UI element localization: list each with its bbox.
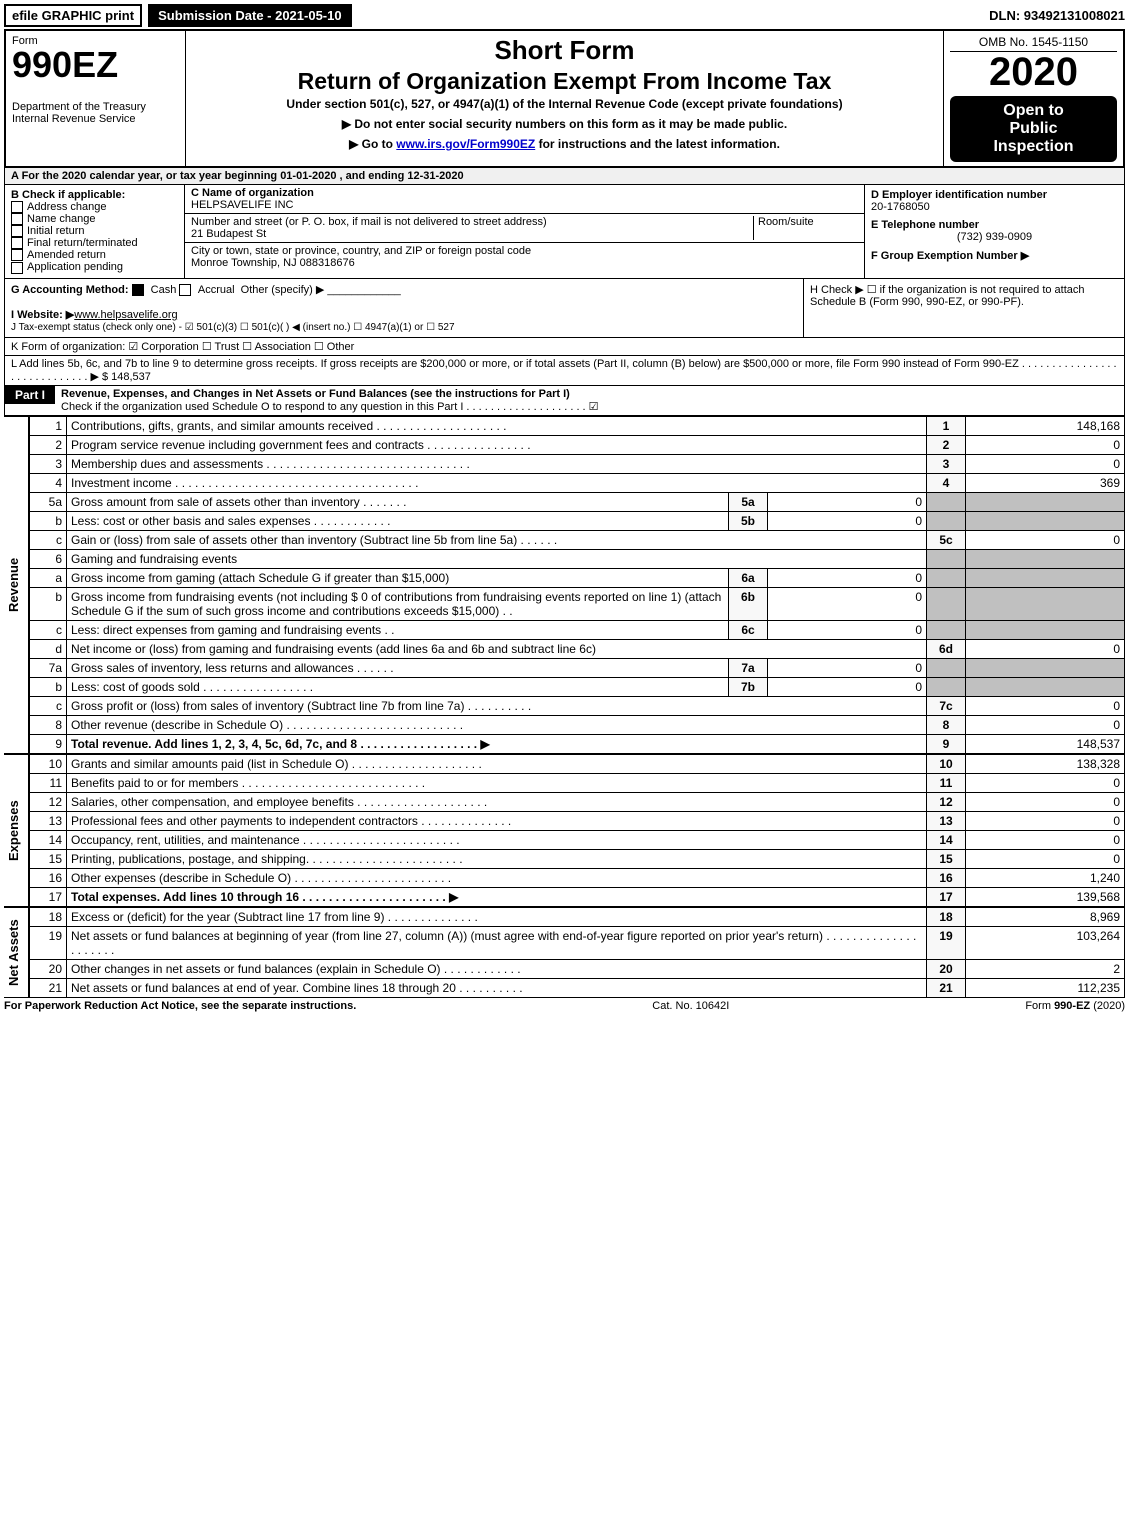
checkbox-final-return[interactable]: Final return/terminated: [11, 237, 178, 249]
checkbox-cash[interactable]: [132, 284, 144, 296]
irs-link[interactable]: www.irs.gov/Form990EZ: [396, 137, 535, 151]
org-name: HELPSAVELIFE INC: [191, 199, 858, 211]
c-name-label: C Name of organization: [191, 187, 858, 199]
amt-11: 0: [966, 773, 1125, 792]
section-def: D Employer identification number 20-1768…: [864, 185, 1124, 278]
part1-label: Part I: [5, 386, 55, 404]
short-form-title: Short Form: [192, 35, 937, 66]
amt-1: 148,168: [966, 416, 1125, 435]
amt-15: 0: [966, 849, 1125, 868]
form-header: Form 990EZ Department of the Treasury In…: [4, 29, 1125, 168]
header-center: Short Form Return of Organization Exempt…: [186, 31, 943, 166]
inspect2: Public: [954, 120, 1113, 138]
row-gh: G Accounting Method: Cash Accrual Other …: [4, 279, 1125, 338]
net-assets-section: Net Assets 18Excess or (deficit) for the…: [4, 907, 1125, 998]
net-assets-sidebar: Net Assets: [4, 907, 29, 998]
expenses-table: 10Grants and similar amounts paid (list …: [29, 754, 1125, 907]
checkbox-initial-return[interactable]: Initial return: [11, 225, 178, 237]
checkbox-application-pending[interactable]: Application pending: [11, 261, 178, 273]
footer-left: For Paperwork Reduction Act Notice, see …: [4, 1000, 356, 1012]
goto-post: for instructions and the latest informat…: [535, 137, 780, 151]
amt-16: 1,240: [966, 868, 1125, 887]
inspect1: Open to: [954, 102, 1113, 120]
amt-2: 0: [966, 435, 1125, 454]
e-tel-label: E Telephone number: [871, 219, 1118, 231]
j-tax-exempt: J Tax-exempt status (check only one) - ☑…: [11, 322, 455, 333]
checkbox-address-change[interactable]: Address change: [11, 201, 178, 213]
irs-label: Internal Revenue Service: [12, 113, 179, 125]
amt-6d: 0: [966, 639, 1125, 658]
footer-center: Cat. No. 10642I: [652, 1000, 729, 1012]
amt-5c: 0: [966, 530, 1125, 549]
g-other: Other (specify) ▶: [241, 284, 325, 296]
amt-8: 0: [966, 715, 1125, 734]
part1-check-line: Check if the organization used Schedule …: [61, 401, 599, 413]
section-c: C Name of organization HELPSAVELIFE INC …: [185, 185, 864, 278]
amt-12: 0: [966, 792, 1125, 811]
org-city: Monroe Township, NJ 088318676: [191, 257, 858, 269]
row-l: L Add lines 5b, 6c, and 7b to line 9 to …: [4, 356, 1125, 386]
goto-line: ▶ Go to www.irs.gov/Form990EZ for instru…: [192, 137, 937, 151]
amt-4: 369: [966, 473, 1125, 492]
header-left: Form 990EZ Department of the Treasury In…: [6, 31, 186, 166]
revenue-table: 1Contributions, gifts, grants, and simil…: [29, 416, 1125, 754]
expenses-section: Expenses 10Grants and similar amounts pa…: [4, 754, 1125, 907]
g-label: G Accounting Method:: [11, 284, 129, 296]
h-check: H Check ▶ ☐ if the organization is not r…: [804, 279, 1124, 337]
footer: For Paperwork Reduction Act Notice, see …: [4, 998, 1125, 1014]
amt-14: 0: [966, 830, 1125, 849]
amt-21: 112,235: [966, 978, 1125, 997]
footer-right: Form 990-EZ (2020): [1025, 1000, 1125, 1012]
efile-print-button[interactable]: efile GRAPHIC print: [4, 4, 142, 27]
amt-3: 0: [966, 454, 1125, 473]
i-label: I Website: ▶: [11, 309, 74, 321]
form-number: 990EZ: [12, 47, 179, 83]
room-suite-label: Room/suite: [753, 216, 858, 240]
goto-pre: ▶ Go to: [349, 137, 396, 151]
net-assets-table: 18Excess or (deficit) for the year (Subt…: [29, 907, 1125, 998]
amt-9: 148,537: [966, 734, 1125, 753]
revenue-sidebar: Revenue: [4, 416, 29, 754]
section-b: B Check if applicable: Address change Na…: [5, 185, 185, 278]
dept-treasury: Department of the Treasury: [12, 101, 179, 113]
org-street: 21 Budapest St: [191, 228, 753, 240]
tax-year: 2020: [950, 52, 1117, 92]
section-b-title: B Check if applicable:: [11, 189, 178, 201]
website-link[interactable]: www.helpsavelife.org: [74, 309, 177, 321]
return-title: Return of Organization Exempt From Incom…: [192, 68, 937, 95]
checkbox-name-change[interactable]: Name change: [11, 213, 178, 225]
amt-10: 138,328: [966, 754, 1125, 773]
d-ein-label: D Employer identification number: [871, 189, 1118, 201]
row-k: K Form of organization: ☑ Corporation ☐ …: [4, 338, 1125, 356]
checkbox-accrual[interactable]: [179, 284, 191, 296]
revenue-section: Revenue 1Contributions, gifts, grants, a…: [4, 416, 1125, 754]
telephone: (732) 939-0909: [871, 231, 1118, 243]
amt-17: 139,568: [966, 887, 1125, 906]
open-to-public-box: Open to Public Inspection: [950, 96, 1117, 162]
amt-20: 2: [966, 959, 1125, 978]
part1-row: Part I Revenue, Expenses, and Changes in…: [4, 386, 1125, 416]
g-accrual: Accrual: [198, 284, 235, 296]
amt-7c: 0: [966, 696, 1125, 715]
c-addr-label: Number and street (or P. O. box, if mail…: [191, 216, 753, 228]
ein: 20-1768050: [871, 201, 1118, 213]
line-a-tax-year: A For the 2020 calendar year, or tax yea…: [4, 168, 1125, 185]
amt-13: 0: [966, 811, 1125, 830]
dln: DLN: 93492131008021: [989, 8, 1125, 23]
part1-title: Revenue, Expenses, and Changes in Net As…: [61, 388, 570, 400]
inspect3: Inspection: [954, 138, 1113, 156]
checkbox-amended-return[interactable]: Amended return: [11, 249, 178, 261]
c-city-label: City or town, state or province, country…: [191, 245, 858, 257]
expenses-sidebar: Expenses: [4, 754, 29, 907]
submission-date: Submission Date - 2021-05-10: [148, 4, 352, 27]
f-group-label: F Group Exemption Number ▶: [871, 249, 1118, 262]
top-bar: efile GRAPHIC print Submission Date - 20…: [4, 4, 1125, 27]
g-cash: Cash: [151, 284, 177, 296]
info-block: B Check if applicable: Address change Na…: [4, 185, 1125, 279]
amt-18: 8,969: [966, 907, 1125, 926]
header-right: OMB No. 1545-1150 2020 Open to Public In…: [943, 31, 1123, 166]
warning-line: ▶ Do not enter social security numbers o…: [192, 117, 937, 131]
under-section: Under section 501(c), 527, or 4947(a)(1)…: [192, 97, 937, 111]
amt-19: 103,264: [966, 926, 1125, 959]
